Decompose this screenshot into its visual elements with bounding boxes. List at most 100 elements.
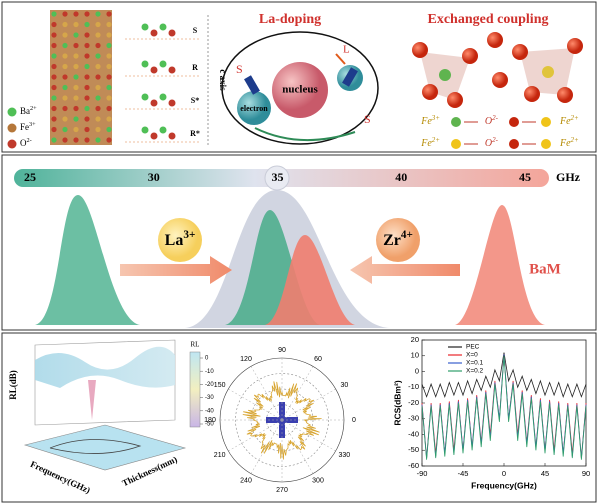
y-tick-label: -20 [408,398,419,407]
atom [95,32,101,38]
atom [95,74,101,80]
ion-base: Zr [383,232,401,249]
ion-charge: 2+ [30,105,37,112]
atom [73,126,79,133]
oxygen-sphere [412,42,428,58]
atom [84,105,90,112]
atom [51,116,57,122]
atom [84,42,90,49]
ion-charge: 2- [27,137,32,144]
atom [106,63,112,70]
atom [84,116,90,122]
y-tick-label: 10 [411,351,419,360]
peak [455,205,545,325]
ion-charge: 2- [492,136,499,144]
atom [84,74,90,80]
arrow [350,256,460,284]
oxygen-sphere [487,32,503,48]
x-tick-label: -45 [458,469,469,478]
atom [62,126,68,133]
ion-charge: 3+ [431,114,441,122]
atom [84,137,90,143]
atom [51,126,57,133]
exchange-title: Exchanged coupling [428,12,549,27]
atom [51,105,57,112]
atom [106,11,112,17]
atom [62,21,68,28]
y-tick-label: -50 [408,445,419,454]
atom [73,63,79,70]
ion-charge: 3+ [183,229,195,241]
atom [159,60,167,68]
atom [73,11,79,17]
ion-label: Fe2+ [559,114,579,128]
y-tick-label: -30 [408,414,419,423]
atom [84,126,90,133]
spin-label: S [364,112,371,126]
atom [84,21,90,28]
atom [150,132,158,140]
spin [244,75,260,95]
oxygen-sphere [567,38,583,54]
x-tick-label: 90 [582,469,590,478]
atom [95,11,101,17]
polar-angle-label: 210 [214,452,226,459]
peak [35,195,140,325]
ion-label: La3+ [165,229,196,249]
atom [84,95,90,101]
atom [168,132,176,140]
y-tick-label: -60 [408,461,419,470]
y-tick-label: 20 [411,335,419,344]
atom [84,53,90,59]
ion-charge: 3+ [29,121,36,128]
atom [73,137,79,143]
nucleus [272,62,328,118]
atom [168,66,176,74]
atom [84,11,90,17]
scale-tick-label: 40 [395,170,407,184]
layer-stack: S R S* R* [125,15,209,145]
oxygen-sphere [422,84,438,100]
atom [62,116,68,122]
atom [95,126,101,133]
ion-dot [451,117,461,127]
ion-dot [451,139,461,149]
atom [141,23,149,31]
atom [141,126,149,134]
ion-base: Fe [420,138,432,149]
atom [95,42,101,49]
atom [73,53,79,59]
orbit-arrow [254,127,356,142]
electron [237,91,271,125]
atom [95,116,101,122]
atom [106,126,112,133]
y-tick-label: -10 [408,382,419,391]
legend-swatch [7,123,17,133]
legend-swatch [7,107,17,117]
ion-base: La [165,232,184,249]
ion-bubble [376,218,420,262]
atom [51,21,57,28]
crystal-structure [50,10,112,145]
ion-label: Fe3+ [420,114,440,128]
scale-tick-label: 30 [148,170,160,184]
atom [62,42,68,49]
nucleus-label: nucleus [282,84,318,96]
ion-label: Zr4+ [383,229,413,249]
atom [51,53,57,59]
block-label: S* [191,96,199,105]
ion-dot [541,117,551,127]
oxygen-sphere [492,72,508,88]
panel-frame [1,154,597,331]
x-axis-label: Frequency(GHz) [29,459,92,495]
x-tick-label: -90 [417,469,428,478]
block-label: R [192,63,198,72]
atom [73,21,79,28]
ion-charge: 2+ [432,136,441,144]
x-tick-label: 0 [502,469,506,478]
ion-charge: 2- [492,114,499,122]
colorbar-tick-label: -40 [205,408,214,414]
spin-label: S [236,62,243,76]
atom [95,21,101,28]
atom [73,32,79,38]
